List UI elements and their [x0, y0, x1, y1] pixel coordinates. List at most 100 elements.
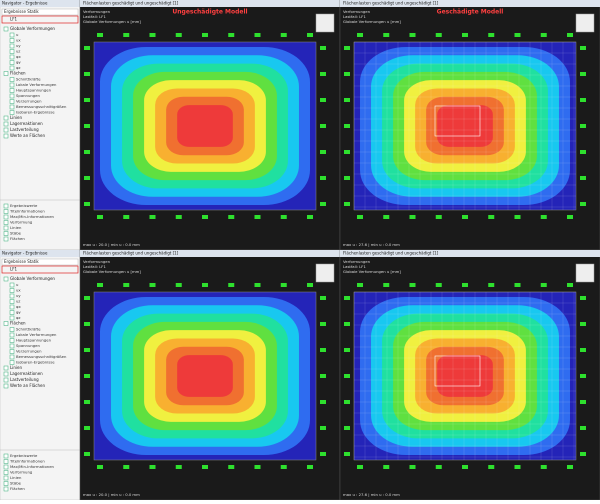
support — [149, 33, 156, 37]
checkbox[interactable] — [9, 349, 15, 354]
checkbox[interactable] — [9, 65, 15, 71]
info-line: Globale Verformungen u [mm] — [343, 19, 401, 24]
support — [580, 322, 586, 326]
tree-group: Werte an Flächen — [10, 383, 45, 388]
support — [228, 465, 235, 469]
checkbox[interactable] — [9, 110, 15, 115]
viewport-footer: max u : 27.6 | min u : 0.0 mm — [343, 492, 400, 497]
checkbox[interactable] — [9, 49, 15, 54]
dropdown[interactable] — [1, 258, 79, 266]
checkbox[interactable] — [3, 321, 9, 326]
checkbox[interactable] — [3, 475, 9, 481]
viewport-header-text: Flächenlasten geschädigt und ungeschädig… — [343, 1, 439, 6]
checkbox[interactable] — [3, 214, 9, 220]
checkbox[interactable] — [9, 327, 15, 332]
checkbox[interactable] — [9, 38, 15, 43]
checkbox[interactable] — [3, 225, 9, 231]
checkbox[interactable] — [9, 304, 15, 310]
checkbox[interactable] — [9, 288, 15, 293]
support — [409, 215, 416, 219]
view-cube[interactable] — [315, 13, 335, 33]
support — [149, 465, 156, 469]
info-line: Verformungen — [83, 9, 111, 14]
checkbox[interactable] — [9, 43, 15, 49]
checkbox[interactable] — [9, 354, 15, 360]
checkbox[interactable] — [3, 26, 9, 32]
support — [320, 176, 326, 180]
checkbox[interactable] — [9, 299, 15, 304]
checkbox[interactable] — [9, 104, 15, 110]
checkbox[interactable] — [3, 486, 9, 492]
checkbox[interactable] — [3, 470, 9, 475]
checkbox[interactable] — [3, 459, 9, 464]
checkbox[interactable] — [9, 54, 15, 60]
info-line: Globale Verformungen u [mm] — [343, 269, 401, 274]
support — [175, 33, 182, 37]
dropdown-label: Ergebnisse Statik — [4, 259, 39, 264]
checkbox[interactable] — [9, 332, 15, 338]
support — [357, 283, 363, 287]
checkbox[interactable] — [9, 338, 15, 343]
checkbox[interactable] — [9, 360, 15, 365]
tree-item: φy — [16, 60, 22, 65]
navigator-title: Navigator - Ergebnisse — [2, 251, 48, 256]
checkbox[interactable] — [3, 371, 9, 377]
support — [280, 33, 287, 37]
tree-item: Isobaren-Ergebnisse — [16, 360, 55, 365]
dropdown-label: Ergebnisse Statik — [4, 9, 39, 14]
checkbox[interactable] — [3, 464, 9, 470]
support — [409, 33, 416, 37]
checkbox[interactable] — [3, 383, 9, 389]
tree-item: ux — [16, 38, 21, 43]
support — [580, 348, 586, 352]
checkbox[interactable] — [9, 60, 15, 65]
support — [580, 46, 586, 50]
checkbox[interactable] — [3, 121, 9, 127]
checkbox[interactable] — [3, 127, 9, 133]
support — [344, 322, 350, 326]
checkbox[interactable] — [9, 77, 15, 82]
checkbox[interactable] — [3, 377, 9, 383]
checkbox[interactable] — [9, 93, 15, 99]
support — [84, 426, 90, 430]
checkbox[interactable] — [3, 231, 9, 236]
support — [383, 465, 390, 469]
checkbox[interactable] — [9, 343, 15, 349]
checkbox[interactable] — [3, 203, 9, 209]
checkbox[interactable] — [3, 236, 9, 242]
view-cube[interactable] — [575, 263, 595, 283]
checkbox[interactable] — [9, 99, 15, 104]
viewport-header — [80, 250, 340, 257]
checkbox[interactable] — [3, 453, 9, 459]
checkbox[interactable] — [9, 88, 15, 93]
model-title: Geschädigte Modell — [437, 9, 504, 16]
checkbox[interactable] — [3, 220, 9, 225]
support — [344, 348, 350, 352]
info-line: Globale Verformungen u [mm] — [83, 19, 141, 24]
tree-group: Flächen — [10, 71, 26, 76]
support — [344, 426, 350, 430]
checkbox[interactable] — [3, 209, 9, 214]
checkbox[interactable] — [9, 282, 15, 288]
support — [357, 465, 363, 469]
support — [202, 33, 208, 37]
checkbox[interactable] — [3, 365, 9, 371]
dropdown[interactable] — [1, 8, 79, 16]
tree-item: u — [16, 32, 19, 37]
tree-group: Globale Verformungen — [10, 276, 55, 281]
support — [462, 465, 468, 469]
checkbox[interactable] — [3, 71, 9, 76]
viewport-footer: max u : 27.6 | min u : 0.0 mm — [343, 242, 400, 247]
checkbox[interactable] — [9, 82, 15, 88]
checkbox[interactable] — [3, 115, 9, 121]
checkbox[interactable] — [3, 481, 9, 486]
checkbox[interactable] — [9, 32, 15, 38]
checkbox[interactable] — [9, 315, 15, 321]
contour-band — [177, 355, 233, 397]
view-cube[interactable] — [575, 13, 595, 33]
checkbox[interactable] — [3, 133, 9, 139]
checkbox[interactable] — [9, 310, 15, 315]
view-cube[interactable] — [315, 263, 335, 283]
checkbox[interactable] — [9, 293, 15, 299]
checkbox[interactable] — [3, 276, 9, 282]
